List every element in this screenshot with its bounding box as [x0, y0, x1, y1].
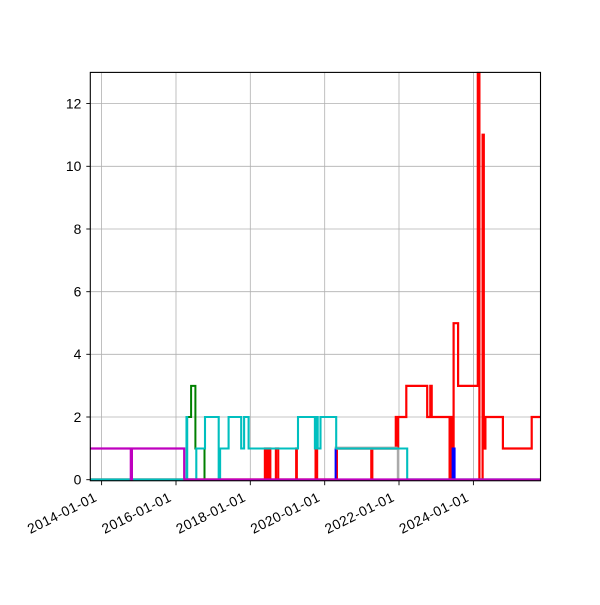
svg-text:8: 8 [74, 221, 82, 237]
svg-text:4: 4 [74, 346, 82, 362]
svg-text:0: 0 [74, 472, 82, 488]
svg-text:2: 2 [74, 409, 82, 425]
svg-text:10: 10 [66, 158, 82, 174]
svg-text:12: 12 [66, 95, 82, 111]
svg-text:6: 6 [74, 284, 82, 300]
